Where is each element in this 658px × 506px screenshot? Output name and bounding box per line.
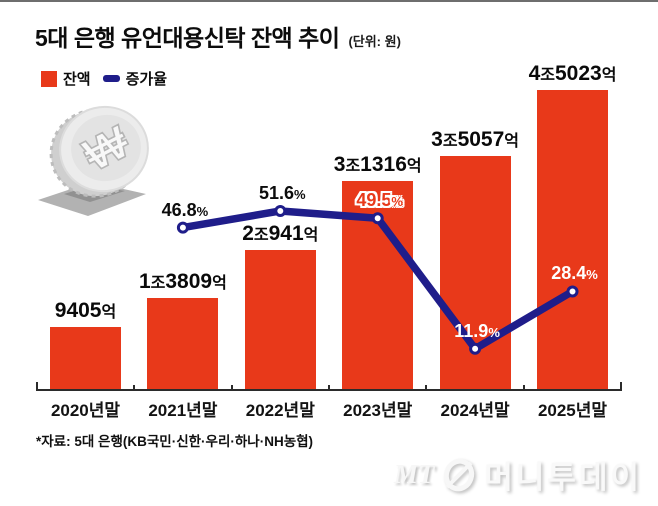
growth-point-label: 51.6% [258, 182, 306, 203]
x-axis-label: 2020년말 [50, 401, 121, 420]
source-note: *자료: 5대 은행(KB국민·신한·우리·하나·NH농협) [36, 434, 314, 449]
legend-item-balance: 잔액 [41, 68, 91, 89]
axis-tick [328, 385, 330, 391]
won-coin-icon: ₩ [30, 95, 180, 228]
axis-tick [133, 385, 136, 391]
balance-swatch-icon [41, 70, 57, 87]
bar-value-label: 4조5023억 [528, 62, 617, 85]
logo-name-text: 머니투데이 [484, 460, 642, 495]
header: 5대 은행 유언대용신탁 잔액 추이 (단위: 원) [35, 19, 401, 53]
x-axis-label: 2022년말 [245, 401, 315, 420]
legend-label-growth: 증가율 [125, 71, 168, 88]
axis-tick [425, 385, 428, 391]
legend-item-growth: 증가율 [102, 68, 168, 89]
axis-tick [522, 385, 525, 391]
bar-value-label: 1조3809억 [138, 269, 227, 293]
bar-value-label: 2조941억 [242, 222, 319, 246]
line-point [176, 221, 189, 234]
x-axis-label: 2024년말 [440, 401, 510, 420]
bar-value-label: 3조1316억 [333, 153, 422, 177]
logo-mt-text: MT [393, 459, 435, 489]
growth-point-label: 46.8% [161, 199, 209, 220]
bar [147, 297, 219, 390]
x-axis-label: 2025년말 [537, 401, 608, 420]
growth-point-label: 11.9% [454, 320, 500, 341]
line-point [274, 204, 287, 217]
growth-swatch-icon [102, 75, 120, 82]
bar [244, 250, 316, 390]
page-title: 5대 은행 유언대용신탁 잔액 추이 [35, 25, 340, 51]
axis-tick [620, 382, 623, 391]
x-axis-label: 2021년말 [148, 401, 218, 420]
bar-value-label: 9405억 [54, 299, 117, 323]
publisher-logo: MT 머니투데이 [394, 452, 642, 497]
line-point [371, 212, 384, 225]
legend: 잔액 증가율 [41, 68, 167, 89]
line-point [469, 342, 482, 355]
mt-circle-slash-icon [444, 458, 475, 491]
bar-value-label: 3조5057억 [431, 128, 520, 152]
x-axis-label: 2023년말 [343, 401, 413, 420]
line-point [566, 285, 579, 298]
growth-point-label: 28.4% [551, 263, 598, 284]
bar [50, 327, 121, 390]
growth-point-label: 49.5% [356, 190, 403, 211]
bar [537, 90, 608, 390]
legend-label-balance: 잔액 [63, 71, 91, 88]
axis-tick [35, 382, 38, 391]
axis-tick [230, 385, 233, 391]
unit-note: (단위: 원) [348, 34, 401, 49]
